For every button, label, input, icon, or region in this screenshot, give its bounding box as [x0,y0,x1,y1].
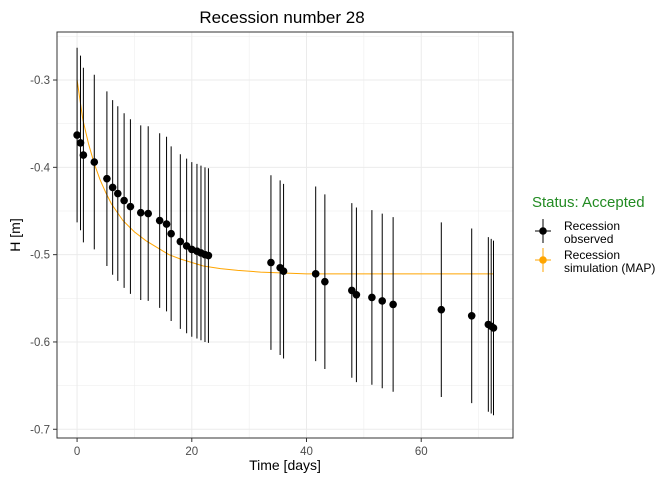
observed-point [176,237,185,246]
y-tick-label: -0.6 [30,337,50,349]
observed-point [437,305,446,314]
observed-point [114,189,122,198]
legend-observed-point [539,227,547,235]
observed-point [279,267,288,276]
chart-title: Recession number 28 [199,8,364,27]
observed-point [108,183,117,192]
observed-point [389,300,397,309]
observed-point [167,229,175,238]
x-axis-ticks: 0 20 40 60 [74,438,428,458]
observed-points [73,47,498,416]
observed-point [73,131,81,139]
observed-point [267,258,275,267]
x-tick-label: 40 [300,446,313,458]
observed-point [155,216,164,225]
observed-point [378,297,387,305]
observed-point [311,270,320,278]
observed-point [79,151,88,159]
observed-point [321,277,329,286]
observed-point [103,174,111,183]
x-axis-title: Time [days] [249,457,321,473]
legend-observed-label-1: Recession [564,219,620,233]
observed-point [120,196,128,205]
plot-panel [57,32,513,438]
observed-point [368,293,376,302]
legend-title: Status: Accepted [532,194,645,211]
x-tick-label: 60 [415,446,428,458]
legend-simulation-label-1: Recession [564,248,620,262]
legend: Status: Accepted Recession observed Rece… [532,194,655,275]
observed-point [489,324,498,332]
observed-point [467,311,476,320]
observed-point [76,139,85,147]
y-tick-label: -0.5 [30,250,50,262]
y-tick-label: -0.4 [30,162,50,174]
observed-point [90,158,99,166]
legend-key-observed [535,219,551,243]
legend-simulation-label-2: simulation (MAP) [564,261,655,275]
legend-key-simulation [535,248,551,272]
y-tick-label: -0.3 [30,75,50,87]
observed-point [352,291,361,299]
x-tick-label: 20 [185,446,198,458]
simulation-line [76,79,494,275]
legend-simulation-point [539,256,547,264]
legend-observed-label-2: observed [564,232,613,246]
plot-border [56,31,514,439]
y-axis-ticks: -0.3 -0.4 -0.5 -0.6 -0.7 [30,75,57,436]
observed-point [162,220,171,228]
observed-point [126,202,135,211]
y-axis-title: H [m] [7,218,23,251]
grid-lines [57,32,513,438]
simulation-curve [76,79,494,275]
observed-point [136,208,145,217]
y-tick-label: -0.7 [30,424,50,436]
observed-point [204,251,213,260]
x-tick-label: 0 [74,446,80,458]
observed-point [144,209,152,218]
